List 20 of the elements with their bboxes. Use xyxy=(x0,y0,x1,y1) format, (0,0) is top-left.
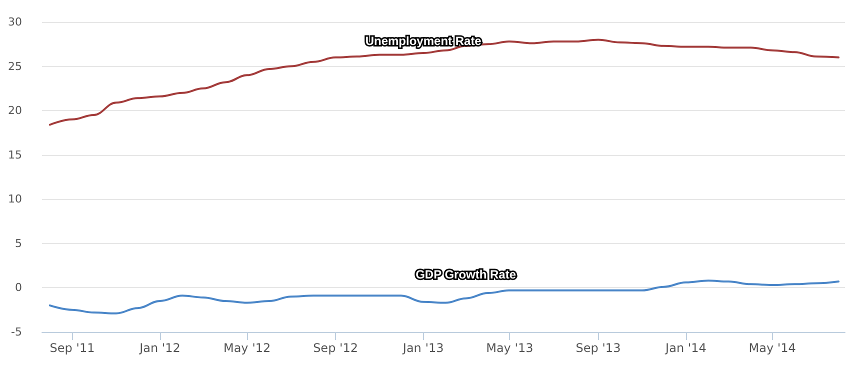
y-tick-label: 30 xyxy=(8,16,22,28)
x-tick-label: Sep '11 xyxy=(50,341,95,355)
y-tick-label: -5 xyxy=(11,326,22,338)
x-tick-label: Sep '13 xyxy=(576,341,621,355)
series-label: Unemployment Rate xyxy=(365,34,482,48)
series-label: GDP Growth Rate xyxy=(416,267,516,282)
y-tick-label: 0 xyxy=(15,281,22,294)
x-tick-label: Jan '13 xyxy=(402,341,444,355)
x-tick-label: May '13 xyxy=(486,341,534,355)
y-tick-label: 20 xyxy=(8,104,22,118)
x-tick-label: Jan '14 xyxy=(664,341,706,355)
x-tick-label: Jan '12 xyxy=(138,341,180,355)
y-tick-label: 5 xyxy=(15,236,22,250)
line-series xyxy=(48,280,840,314)
y-tick-label: 25 xyxy=(8,60,22,73)
x-tick-label: Sep '12 xyxy=(313,341,358,355)
y-tick-label: 10 xyxy=(8,192,22,206)
y-tick-label: 15 xyxy=(8,148,22,162)
x-tick-label: May '12 xyxy=(223,341,271,355)
x-tick-label: May '14 xyxy=(748,341,796,355)
